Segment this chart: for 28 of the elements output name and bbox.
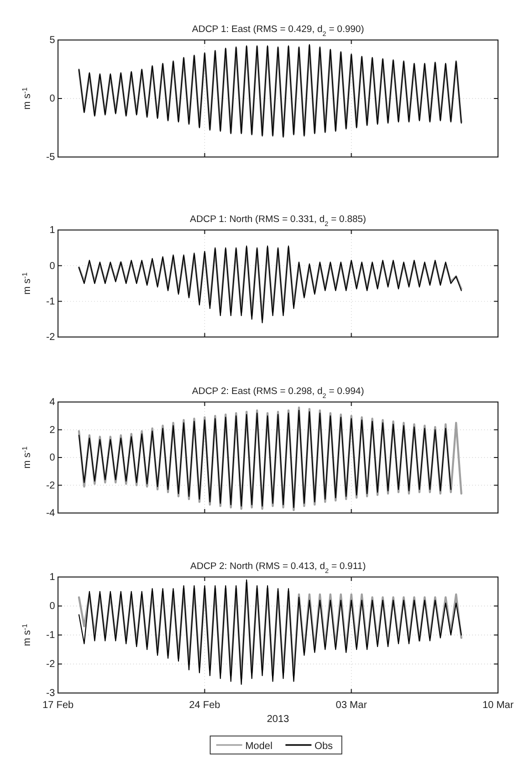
x-axis-title: 2013	[266, 714, 290, 725]
x-tick-label: 24 Feb	[189, 700, 221, 711]
chart-title: ADCP 2: East (RMS = 0.298, d$_{2}$ = 0.994)	[192, 386, 364, 400]
legend-label: Obs	[314, 741, 333, 752]
y-tick-label: -1	[46, 630, 56, 642]
y-tick-label: -3	[46, 688, 56, 700]
y-tick-label: 5	[49, 35, 56, 46]
y-tick-label: -5	[46, 152, 56, 164]
y-tick-label: 0	[49, 94, 56, 105]
y-tick-label: -2	[46, 332, 56, 344]
y-tick-label: 2	[49, 424, 56, 436]
y-tick-label: -2	[46, 480, 56, 492]
chart-title: ADCP 1: North (RMS = 0.331, d$_{2}$ = 0.885)	[190, 214, 366, 228]
y-tick-label: 0	[49, 601, 56, 612]
chart-title: ADCP 2: North (RMS = 0.413, d$_{2}$ = 0.911)	[190, 561, 366, 574]
y-tick-label: 0	[49, 260, 56, 272]
y-tick-label: -1	[46, 296, 56, 308]
y-tick-label: 1	[49, 225, 56, 236]
y-tick-label: 0	[49, 452, 56, 464]
x-tick-label: 03 Mar	[336, 700, 368, 711]
y-tick-label: -2	[46, 659, 56, 670]
y-tick-label: 4	[49, 397, 56, 408]
x-tick-label: 17 Feb	[42, 700, 74, 711]
y-tick-label: 1	[49, 572, 56, 584]
legend-label: Model	[245, 741, 272, 752]
x-tick-label: 10 Mar	[482, 700, 514, 711]
chart-title: ADCP 1: East (RMS = 0.429, d$_{2}$ = 0.990)	[192, 24, 364, 38]
y-tick-label: -4	[46, 508, 56, 520]
